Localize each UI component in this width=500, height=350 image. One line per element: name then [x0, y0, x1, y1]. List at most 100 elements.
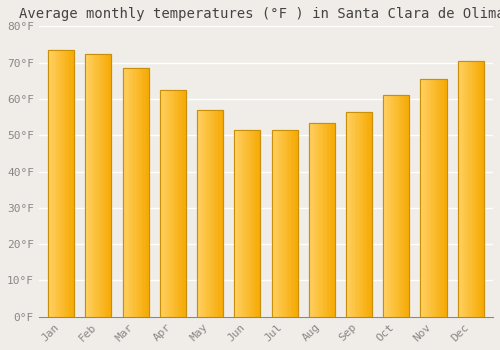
Bar [70, 50, 72, 317]
Bar [310, 122, 312, 317]
Bar [442, 79, 444, 317]
Bar [166, 90, 168, 317]
Bar [234, 130, 236, 317]
Bar [238, 130, 240, 317]
Bar [197, 110, 223, 317]
Bar [327, 122, 328, 317]
Bar [125, 68, 126, 317]
Bar [126, 68, 128, 317]
Bar [140, 68, 141, 317]
Bar [202, 110, 203, 317]
Bar [134, 68, 136, 317]
Bar [236, 130, 237, 317]
Bar [197, 110, 198, 317]
Bar [360, 112, 362, 317]
Bar [105, 54, 106, 317]
Bar [420, 79, 446, 317]
Bar [280, 130, 282, 317]
Bar [48, 50, 50, 317]
Bar [204, 110, 205, 317]
Bar [458, 61, 483, 317]
Bar [363, 112, 364, 317]
Bar [168, 90, 169, 317]
Bar [326, 122, 327, 317]
Bar [478, 61, 480, 317]
Bar [438, 79, 440, 317]
Bar [480, 61, 481, 317]
Bar [284, 130, 286, 317]
Bar [109, 54, 110, 317]
Bar [133, 68, 134, 317]
Bar [172, 90, 173, 317]
Bar [162, 90, 164, 317]
Bar [383, 95, 384, 317]
Bar [98, 54, 100, 317]
Bar [88, 54, 90, 317]
Bar [241, 130, 242, 317]
Bar [246, 130, 248, 317]
Bar [255, 130, 256, 317]
Bar [308, 122, 310, 317]
Bar [137, 68, 138, 317]
Bar [92, 54, 93, 317]
Bar [458, 61, 459, 317]
Bar [222, 110, 223, 317]
Bar [320, 122, 322, 317]
Bar [472, 61, 474, 317]
Bar [96, 54, 97, 317]
Bar [388, 95, 390, 317]
Bar [391, 95, 392, 317]
Bar [278, 130, 280, 317]
Bar [138, 68, 140, 317]
Bar [348, 112, 350, 317]
Bar [122, 68, 148, 317]
Bar [316, 122, 318, 317]
Bar [251, 130, 252, 317]
Bar [272, 130, 297, 317]
Bar [94, 54, 96, 317]
Bar [68, 50, 69, 317]
Bar [200, 110, 201, 317]
Bar [308, 122, 335, 317]
Bar [432, 79, 434, 317]
Bar [406, 95, 408, 317]
Bar [422, 79, 423, 317]
Bar [136, 68, 137, 317]
Bar [476, 61, 477, 317]
Bar [312, 122, 314, 317]
Bar [444, 79, 445, 317]
Bar [440, 79, 442, 317]
Bar [294, 130, 295, 317]
Bar [366, 112, 367, 317]
Bar [184, 90, 186, 317]
Bar [176, 90, 177, 317]
Bar [273, 130, 274, 317]
Bar [182, 90, 184, 317]
Bar [434, 79, 435, 317]
Bar [296, 130, 298, 317]
Bar [130, 68, 132, 317]
Bar [474, 61, 476, 317]
Bar [436, 79, 438, 317]
Bar [180, 90, 182, 317]
Bar [394, 95, 395, 317]
Bar [250, 130, 251, 317]
Bar [169, 90, 170, 317]
Bar [288, 130, 290, 317]
Bar [431, 79, 432, 317]
Bar [466, 61, 467, 317]
Bar [256, 130, 258, 317]
Bar [481, 61, 482, 317]
Bar [368, 112, 370, 317]
Bar [463, 61, 464, 317]
Title: Average monthly temperatures (°F ) in Santa Clara de Olimar: Average monthly temperatures (°F ) in Sa… [19, 7, 500, 21]
Bar [218, 110, 219, 317]
Bar [346, 112, 372, 317]
Bar [73, 50, 74, 317]
Bar [170, 90, 172, 317]
Bar [122, 68, 124, 317]
Bar [399, 95, 400, 317]
Bar [351, 112, 352, 317]
Bar [420, 79, 422, 317]
Bar [219, 110, 220, 317]
